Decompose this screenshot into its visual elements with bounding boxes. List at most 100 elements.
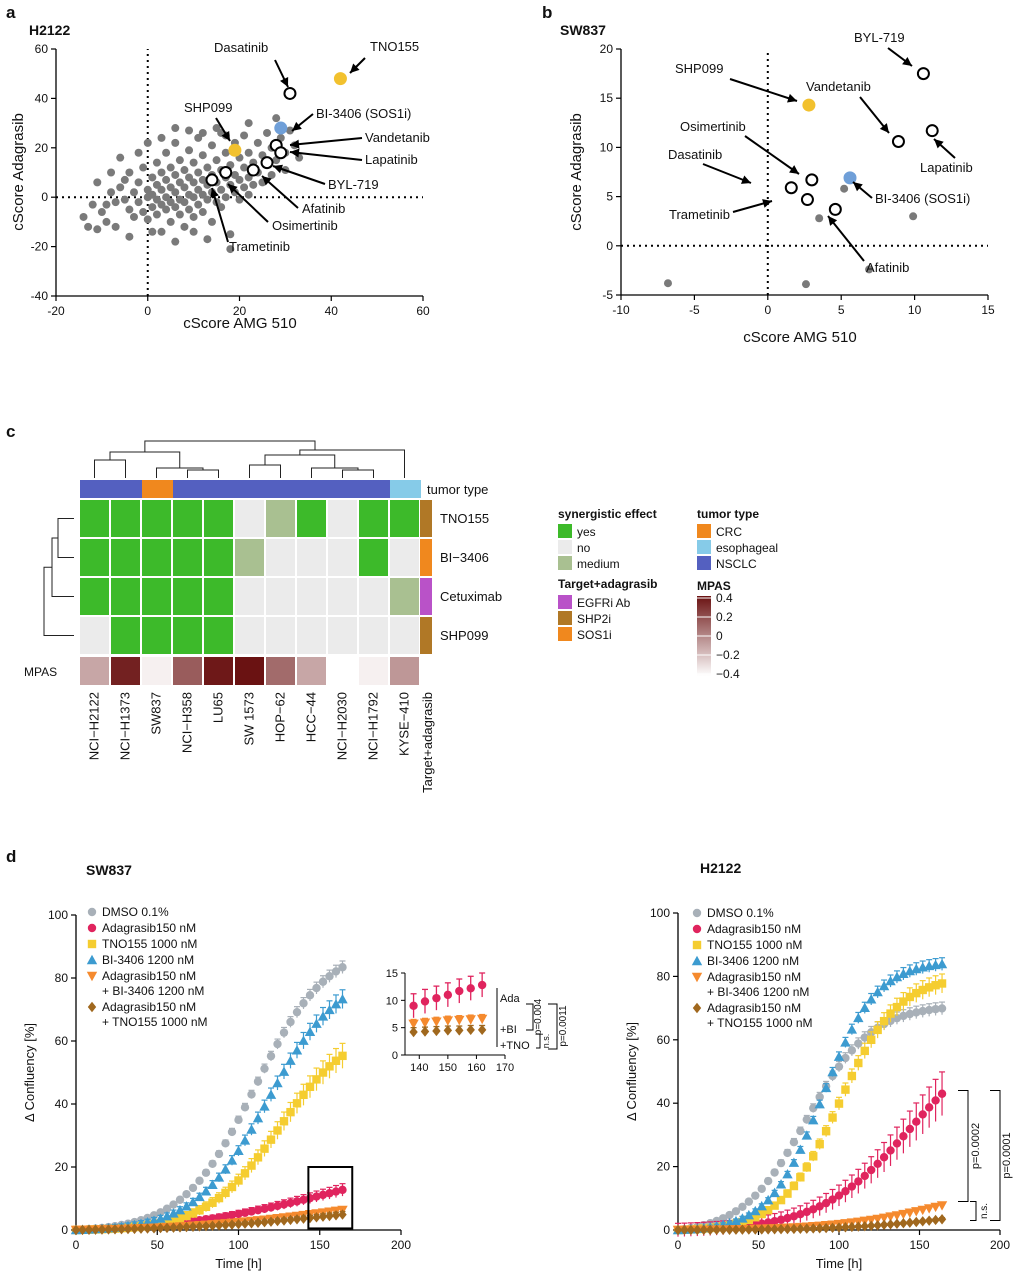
dl-y-tick-label: 100	[48, 908, 68, 922]
dl-marker	[260, 1204, 269, 1214]
dl-marker	[110, 1224, 120, 1235]
c-column-label: NCI−H358	[180, 692, 195, 753]
a-data-point	[162, 175, 171, 184]
dl-marker	[97, 1224, 107, 1235]
dl-inset-bracket-p1	[526, 1003, 534, 1031]
dl-marker	[136, 1223, 146, 1234]
dl-marker	[227, 1127, 237, 1137]
c-legend-synergy-swatch	[558, 556, 572, 570]
dr-p2: p=0.0001	[1001, 1132, 1013, 1178]
dr-marker	[899, 1132, 908, 1141]
a-data-point	[198, 151, 207, 160]
dr-marker	[789, 1212, 799, 1221]
a-data-point	[171, 170, 180, 179]
b-data-point	[815, 214, 824, 223]
dr-legend-marker	[691, 955, 703, 966]
c-legend-mpas-tick-label: 0.4	[716, 591, 733, 605]
dr-marker	[892, 1013, 902, 1023]
c-mpas-cell	[390, 657, 419, 685]
dr-marker	[854, 1177, 863, 1186]
dr-x-tick-label: 100	[829, 1238, 849, 1252]
a-data-point	[79, 212, 88, 221]
dl-inset-marker	[454, 1015, 465, 1026]
dr-marker	[860, 1033, 869, 1042]
dl-x-tick-label: 0	[73, 1238, 80, 1252]
dl-marker	[298, 1035, 309, 1045]
panel-letter-a: a	[6, 3, 16, 22]
a-x-axis-label: cScore AMG 510	[183, 315, 296, 332]
dr-marker	[905, 1217, 915, 1228]
a-data-point	[194, 200, 203, 209]
dl-marker	[175, 1222, 185, 1233]
dr-marker	[738, 1224, 747, 1235]
dl-marker	[240, 1208, 250, 1217]
c-row-dendrogram-branch	[57, 518, 74, 558]
dr-marker	[841, 1222, 850, 1233]
dl-marker	[143, 1223, 152, 1234]
b-point-label: Dasatinib	[668, 147, 722, 162]
panel-c-heatmap: tumor type TNO155 BI−3406 Cetuximab SHP099 MP…	[24, 440, 778, 793]
dl-legend-label: Adagrasib150 nM	[102, 1000, 196, 1014]
c-synergy-cell	[266, 500, 295, 537]
dl-marker	[260, 1144, 269, 1153]
a-data-point	[194, 168, 203, 177]
c-tumor-type-cell	[111, 480, 142, 498]
dr-marker	[891, 971, 903, 982]
dl-x-tick-label: 50	[151, 1238, 165, 1252]
dr-marker	[718, 1224, 728, 1236]
c-col-dendrogram-branch	[187, 469, 219, 478]
a-data-point	[116, 153, 125, 162]
b-point-label: Afatinib	[866, 260, 909, 275]
dr-legend-marker	[692, 908, 702, 918]
dr-marker	[873, 1220, 882, 1231]
a-highlight-point	[274, 146, 288, 160]
dl-marker	[155, 1213, 166, 1223]
a-y-tick-label: 20	[35, 141, 49, 155]
a-x-tick-label: 20	[233, 304, 247, 318]
a-point-label: SHP099	[184, 100, 232, 115]
a-highlight-point	[228, 143, 242, 157]
dr-marker	[879, 1016, 889, 1026]
b-point-label: Lapatinib	[920, 160, 973, 175]
dr-marker	[878, 1213, 890, 1223]
dl-inset-x-tick-label: 160	[467, 1062, 485, 1074]
dr-marker	[738, 1202, 747, 1212]
dr-marker	[886, 1146, 895, 1155]
c-synergy-cell	[297, 617, 326, 654]
c-column-label: NCI−H1792	[366, 692, 381, 760]
c-synergy-cell	[111, 617, 140, 654]
dr-marker	[879, 1153, 889, 1162]
a-y-tick-label: 40	[35, 91, 49, 105]
dl-marker	[169, 1216, 178, 1225]
dr-marker	[770, 1224, 779, 1235]
dr-marker	[744, 1224, 754, 1235]
c-synergy-cell	[111, 578, 140, 615]
dl-marker	[279, 1028, 289, 1037]
dl-inset-label-tno: +TNO	[500, 1040, 530, 1052]
c-legend-mpas-tick-label: −0.4	[716, 667, 740, 681]
dl-marker	[325, 1210, 334, 1222]
dr-marker	[796, 1173, 805, 1182]
dl-marker	[299, 999, 308, 1008]
a-arrow-head	[262, 176, 272, 186]
dl-title: SW837	[86, 862, 132, 878]
dr-marker	[763, 1206, 773, 1215]
panel-letter-c: c	[6, 422, 15, 441]
dl-marker	[169, 1222, 178, 1233]
dr-y-tick-label: 40	[657, 1096, 671, 1110]
a-data-point	[175, 210, 184, 219]
b-arrow-head	[879, 123, 889, 133]
dl-marker	[123, 1223, 133, 1235]
dr-marker	[936, 958, 948, 969]
a-arrow-line	[272, 165, 326, 185]
dl-marker	[214, 1193, 224, 1203]
dl-marker	[312, 1192, 321, 1201]
dr-marker	[841, 1187, 850, 1196]
a-data-point	[102, 200, 111, 209]
dr-marker	[820, 1082, 832, 1093]
c-legend-mpas-tick-label: 0.2	[716, 610, 733, 624]
a-point-label: Trametinib	[229, 239, 290, 254]
dl-marker	[266, 1051, 276, 1061]
dl-marker	[338, 1209, 347, 1220]
dl-marker	[182, 1190, 191, 1199]
